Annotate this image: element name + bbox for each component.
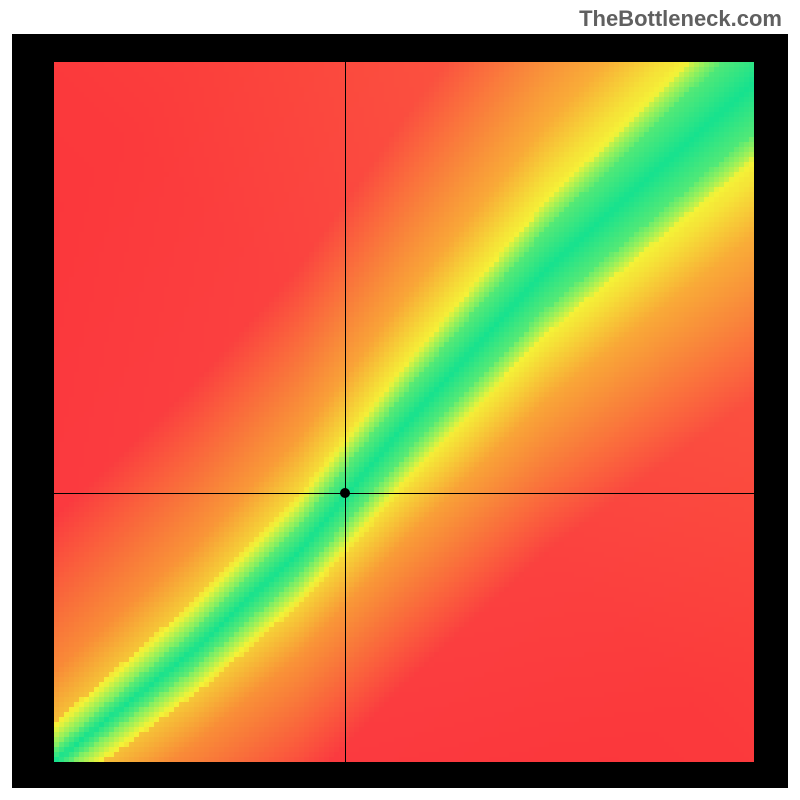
crosshair-vertical [345,62,346,762]
marker-dot [340,488,350,498]
plot-frame [12,34,788,788]
heatmap-canvas [54,62,754,762]
heatmap-plot [54,62,754,762]
watermark-text: TheBottleneck.com [579,6,782,32]
crosshair-horizontal [54,493,754,494]
root: TheBottleneck.com [0,0,800,800]
